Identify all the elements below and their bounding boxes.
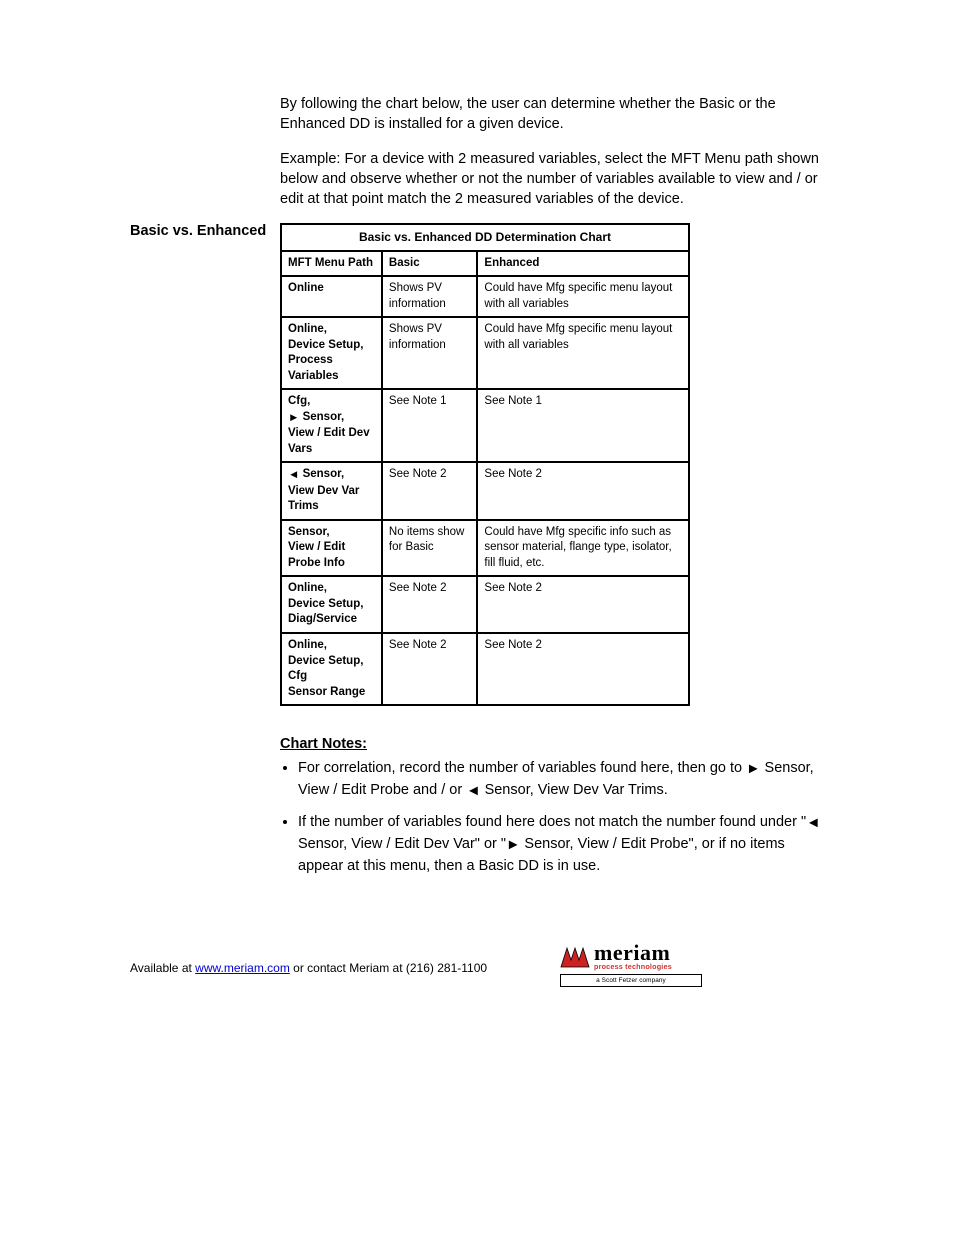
brand-mark-icon: [560, 946, 590, 968]
footer-prefix: Available at: [130, 961, 195, 975]
right-arrow-icon: ►: [746, 759, 760, 780]
menu-path-cell: Cfg, ► Sensor,View / Edit Dev Vars: [281, 389, 382, 462]
intro-paragraph-1: By following the chart below, the user c…: [280, 94, 824, 135]
menu-path-cell: Online,Device Setup,Diag/Service: [281, 576, 382, 633]
menu-path-cell: Sensor,View / Edit Probe Info: [281, 520, 382, 577]
brand-text: meriam process technologies: [594, 944, 672, 970]
menu-path-cell: Online: [281, 276, 382, 317]
table-row: Online,Device Setup,Diag/ServiceSee Note…: [281, 576, 689, 633]
determination-chart: Basic vs. Enhanced DD Determination Char…: [280, 223, 690, 706]
chart-header-enhanced: Enhanced: [477, 251, 689, 277]
chart-header-basic: Basic: [382, 251, 477, 277]
table-row: OnlineShows PV informationCould have Mfg…: [281, 276, 689, 317]
chart-note-item: If the number of variables found here do…: [298, 812, 824, 877]
basic-cell: No items show for Basic: [382, 520, 477, 577]
left-arrow-icon: ◄: [806, 813, 820, 834]
table-row: Online,Device Setup, CfgSensor RangeSee …: [281, 633, 689, 705]
left-arrow-icon: ◄: [288, 468, 299, 484]
contents-block: Basic vs. Enhanced DD Determination Char…: [280, 223, 824, 887]
enhanced-cell: Could have Mfg specific menu layout with…: [477, 276, 689, 317]
chart-header-row: MFT Menu Path Basic Enhanced: [281, 251, 689, 277]
basic-cell: See Note 2: [382, 576, 477, 633]
chart-note-item: For correlation, record the number of va…: [298, 758, 824, 802]
chart-notes-list: For correlation, record the number of va…: [298, 758, 824, 877]
section-label: Basic vs. Enhanced: [130, 223, 280, 239]
page-root: By following the chart below, the user c…: [0, 0, 954, 1235]
section-row: Basic vs. Enhanced Basic vs. Enhanced DD…: [130, 223, 824, 887]
table-row: Online,Device Setup,Process VariablesSho…: [281, 317, 689, 389]
table-row: Sensor,View / Edit Probe InfoNo items sh…: [281, 520, 689, 577]
enhanced-cell: Could have Mfg specific info such as sen…: [477, 520, 689, 577]
chart-notes-heading: Chart Notes:: [280, 736, 824, 752]
footer-suffix: or contact Meriam at (216) 281-1100: [290, 961, 487, 975]
footer-link[interactable]: www.meriam.com: [195, 961, 290, 975]
right-arrow-icon: ►: [288, 411, 299, 427]
enhanced-cell: See Note 2: [477, 462, 689, 520]
basic-cell: Shows PV information: [382, 276, 477, 317]
basic-cell: See Note 1: [382, 389, 477, 462]
basic-cell: Shows PV information: [382, 317, 477, 389]
basic-cell: See Note 2: [382, 462, 477, 520]
brand-logo: meriam process technologies a Scott Fetz…: [560, 944, 702, 987]
chart-title: Basic vs. Enhanced DD Determination Char…: [281, 224, 689, 250]
table-row: ◄ Sensor,View Dev Var TrimsSee Note 2See…: [281, 462, 689, 520]
menu-path-cell: ◄ Sensor,View Dev Var Trims: [281, 462, 382, 520]
footer-availability: Available at www.meriam.com or contact M…: [130, 961, 487, 975]
chart-notes: Chart Notes: For correlation, record the…: [280, 736, 824, 877]
menu-path-cell: Online,Device Setup, CfgSensor Range: [281, 633, 382, 705]
enhanced-cell: See Note 1: [477, 389, 689, 462]
intro-paragraph-2: Example: For a device with 2 measured va…: [280, 149, 824, 210]
brand-name: meriam: [594, 944, 672, 963]
enhanced-cell: See Note 2: [477, 576, 689, 633]
basic-cell: See Note 2: [382, 633, 477, 705]
brand-badge: a Scott Fetzer company: [560, 974, 702, 987]
table-row: Cfg, ► Sensor,View / Edit Dev VarsSee No…: [281, 389, 689, 462]
brand-logo-row: meriam process technologies: [560, 944, 702, 970]
right-arrow-icon: ►: [506, 835, 520, 856]
chart-title-row: Basic vs. Enhanced DD Determination Char…: [281, 224, 689, 250]
menu-path-cell: Online,Device Setup,Process Variables: [281, 317, 382, 389]
left-arrow-icon: ◄: [466, 781, 480, 802]
enhanced-cell: Could have Mfg specific menu layout with…: [477, 317, 689, 389]
brand-subtitle: process technologies: [594, 964, 672, 970]
chart-header-path: MFT Menu Path: [281, 251, 382, 277]
enhanced-cell: See Note 2: [477, 633, 689, 705]
